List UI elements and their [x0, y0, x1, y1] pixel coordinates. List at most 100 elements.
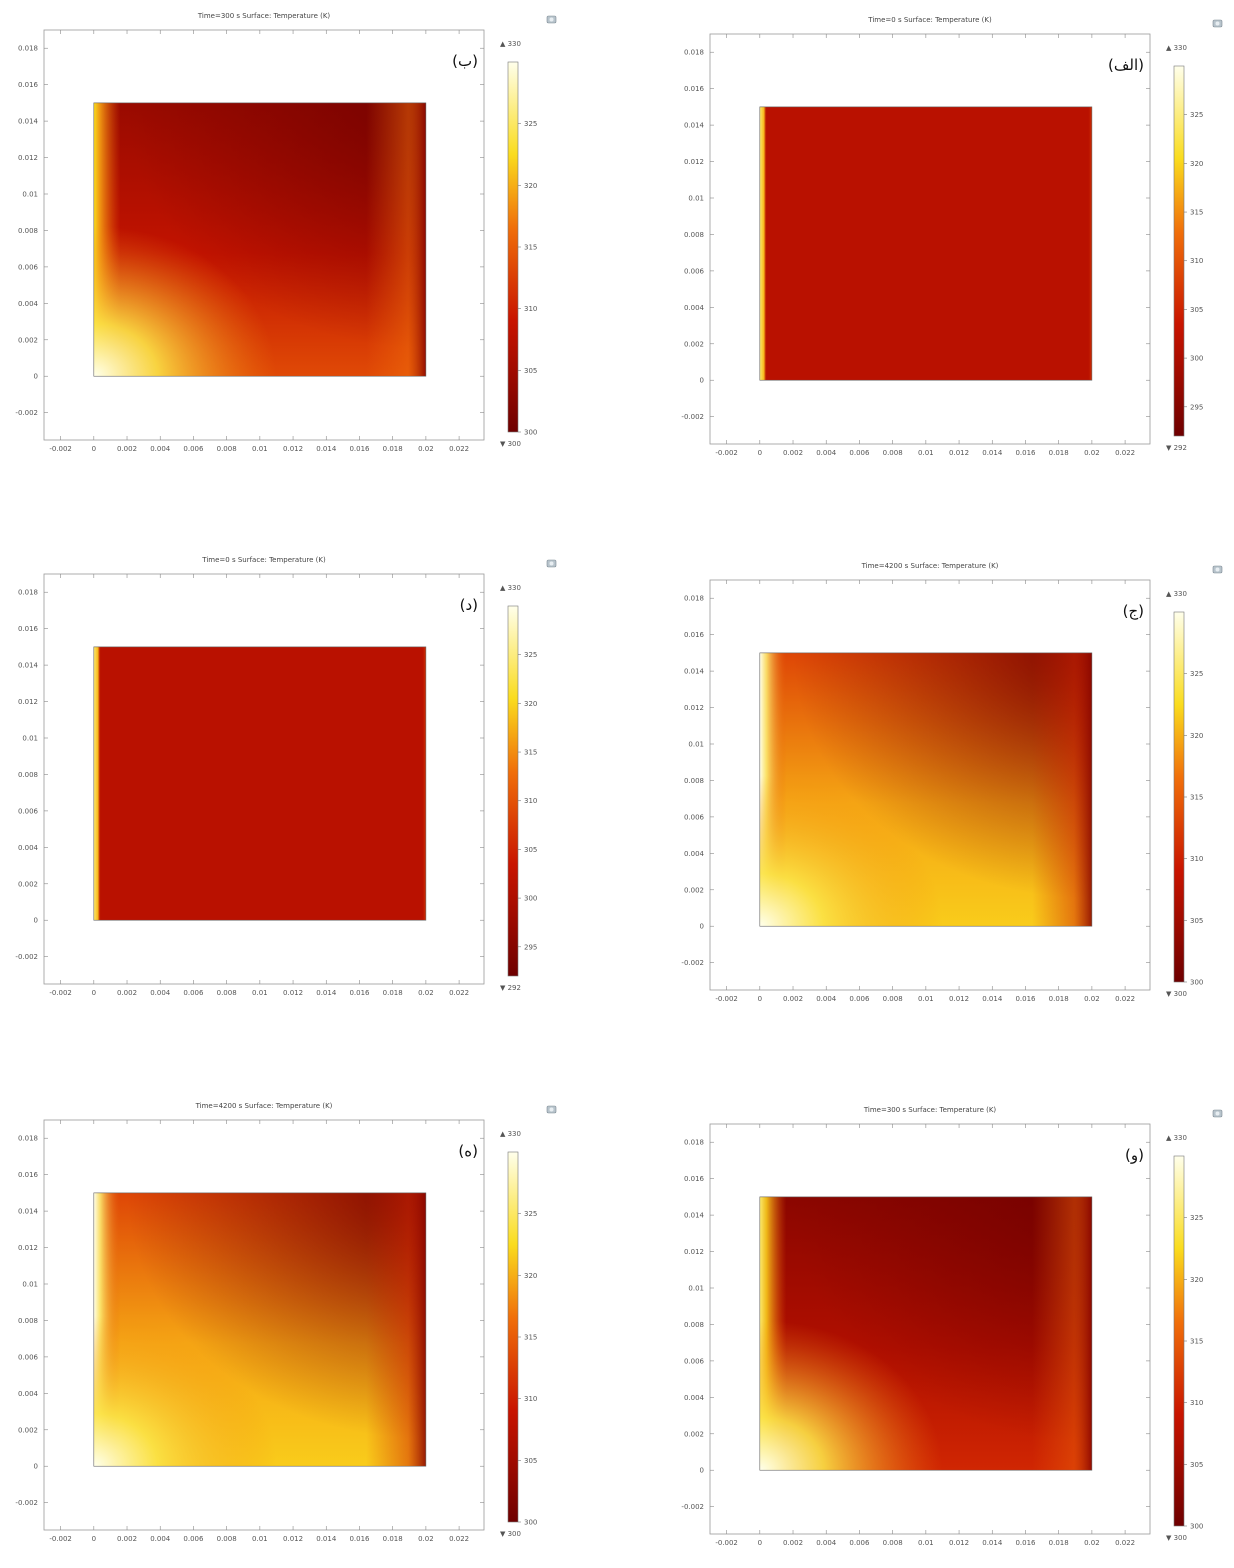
- colorbar-tick-label: 310: [1190, 1399, 1203, 1407]
- x-tick-label: 0.014: [316, 1535, 337, 1543]
- y-tick-label: 0.01: [688, 741, 704, 749]
- field-base: [93, 646, 426, 921]
- camera-icon[interactable]: [1212, 1109, 1223, 1118]
- x-tick-label: 0: [758, 1539, 762, 1547]
- plot-title: Time=4200 s Surface: Temperature (K): [195, 1102, 333, 1110]
- camera-icon[interactable]: [1212, 19, 1223, 28]
- x-tick-label: 0.008: [883, 449, 903, 457]
- x-tick-label: 0.002: [117, 989, 137, 997]
- colorbar: [1173, 65, 1185, 437]
- y-tick-label: 0.014: [18, 662, 39, 670]
- y-tick-label: 0.01: [688, 195, 704, 203]
- y-tick-label: 0: [34, 917, 38, 925]
- colorbar-tick-label: 320: [524, 700, 537, 708]
- y-tick-label: 0.012: [684, 1248, 704, 1256]
- colorbar-tick-label: 315: [1190, 209, 1203, 217]
- x-tick-label: 0.002: [783, 1539, 803, 1547]
- x-tick-label: 0.02: [1084, 1539, 1100, 1547]
- colorbar-tick-label: 310: [524, 305, 537, 313]
- x-tick-label: 0.006: [183, 445, 204, 453]
- y-tick-label: 0.018: [684, 595, 704, 603]
- field-base: [759, 106, 1092, 381]
- field-left-strip: [759, 106, 767, 381]
- colorbar-tick-label: 300: [1190, 979, 1203, 987]
- camera-icon[interactable]: [546, 1105, 557, 1114]
- field-right-edge: [421, 646, 426, 921]
- x-tick-label: 0.008: [217, 989, 237, 997]
- x-tick-label: 0.008: [217, 445, 237, 453]
- x-tick-label: 0: [92, 1535, 96, 1543]
- colorbar: [1173, 611, 1185, 983]
- y-tick-label: 0: [34, 1463, 38, 1471]
- x-tick-label: 0.01: [252, 445, 268, 453]
- y-tick-label: 0.012: [18, 1244, 38, 1252]
- x-tick-label: 0: [758, 449, 762, 457]
- colorbar-tick-label: 310: [1190, 855, 1203, 863]
- temperature-field: [759, 106, 1093, 381]
- y-tick-label: 0.006: [684, 813, 705, 821]
- x-tick-label: 0: [92, 989, 96, 997]
- colorbar-min-label: ▼ 300: [1166, 990, 1187, 998]
- x-tick-label: 0.01: [252, 989, 268, 997]
- camera-icon[interactable]: [546, 559, 557, 568]
- camera-icon[interactable]: [1212, 565, 1223, 574]
- y-tick-label: 0.016: [18, 81, 39, 89]
- panel-label: (ج): [1123, 602, 1144, 621]
- colorbar-tick-label: 310: [524, 797, 537, 805]
- plot-panel-alef: Time=0 s Surface: Temperature (K) -0.002 0…: [670, 8, 1230, 478]
- plot-title: Time=4200 s Surface: Temperature (K): [861, 562, 999, 570]
- y-tick-label: 0.006: [684, 267, 705, 275]
- x-tick-label: 0.014: [982, 449, 1003, 457]
- x-tick-label: 0.016: [1015, 449, 1036, 457]
- colorbar-max-label: ▲ 330: [500, 1130, 521, 1138]
- x-tick-label: 0.022: [1115, 995, 1135, 1003]
- y-tick-label: 0: [700, 377, 704, 385]
- x-tick-label: 0.012: [949, 1539, 969, 1547]
- x-tick-label: 0.012: [949, 449, 969, 457]
- x-tick-label: 0.006: [849, 449, 870, 457]
- colorbar-max-label: ▲ 330: [1166, 590, 1187, 598]
- colorbar-tick-label: 295: [524, 943, 537, 951]
- panel-label: (ه): [458, 1142, 478, 1160]
- field-hot-plume: [93, 1192, 426, 1467]
- y-tick-label: 0.018: [18, 45, 38, 53]
- y-tick-label: 0.014: [18, 118, 39, 126]
- camera-icon[interactable]: [546, 15, 557, 24]
- y-tick-label: 0.004: [18, 300, 39, 308]
- x-tick-label: 0.016: [349, 989, 370, 997]
- x-tick-label: 0.01: [252, 1535, 268, 1543]
- colorbar-min-label: ▼ 300: [500, 440, 521, 448]
- temperature-field: [759, 652, 1093, 927]
- x-tick-label: 0.014: [982, 995, 1003, 1003]
- field-hot-plume: [759, 652, 1092, 927]
- colorbar-tick-label: 315: [524, 749, 537, 757]
- colorbar: [507, 1151, 519, 1523]
- y-tick-label: 0.008: [684, 777, 704, 785]
- colorbar-tick-label: 300: [1190, 1523, 1203, 1531]
- colorbar-tick-label: 320: [1190, 160, 1203, 168]
- plot-panel-he: Time=4200 s Surface: Temperature (K) -0.0…: [4, 1094, 564, 1564]
- x-tick-label: 0.018: [383, 1535, 403, 1543]
- field-left-strip: [93, 646, 101, 921]
- y-tick-label: 0.008: [18, 771, 38, 779]
- x-tick-label: 0.014: [982, 1539, 1003, 1547]
- x-tick-label: 0.014: [316, 445, 337, 453]
- y-tick-label: 0.006: [684, 1357, 705, 1365]
- colorbar-tick-label: 305: [524, 846, 537, 854]
- x-tick-label: -0.002: [49, 989, 72, 997]
- y-tick-label: 0.014: [684, 122, 705, 130]
- y-tick-label: 0.016: [684, 631, 705, 639]
- x-tick-label: 0.006: [183, 989, 204, 997]
- x-tick-label: 0.02: [418, 989, 434, 997]
- plot-title: Time=0 s Surface: Temperature (K): [201, 556, 326, 564]
- x-tick-label: 0.02: [418, 1535, 434, 1543]
- panel-label: (د): [460, 596, 478, 614]
- plot-title: Time=300 s Surface: Temperature (K): [197, 12, 331, 20]
- field-hot-plume: [759, 1196, 1092, 1471]
- colorbar-tick-label: 320: [1190, 732, 1203, 740]
- colorbar-tick-label: 325: [1190, 1214, 1203, 1222]
- y-tick-label: 0.014: [18, 1208, 39, 1216]
- x-tick-label: 0.004: [816, 995, 837, 1003]
- x-tick-label: 0.018: [1049, 995, 1069, 1003]
- plot-title: Time=300 s Surface: Temperature (K): [863, 1106, 997, 1114]
